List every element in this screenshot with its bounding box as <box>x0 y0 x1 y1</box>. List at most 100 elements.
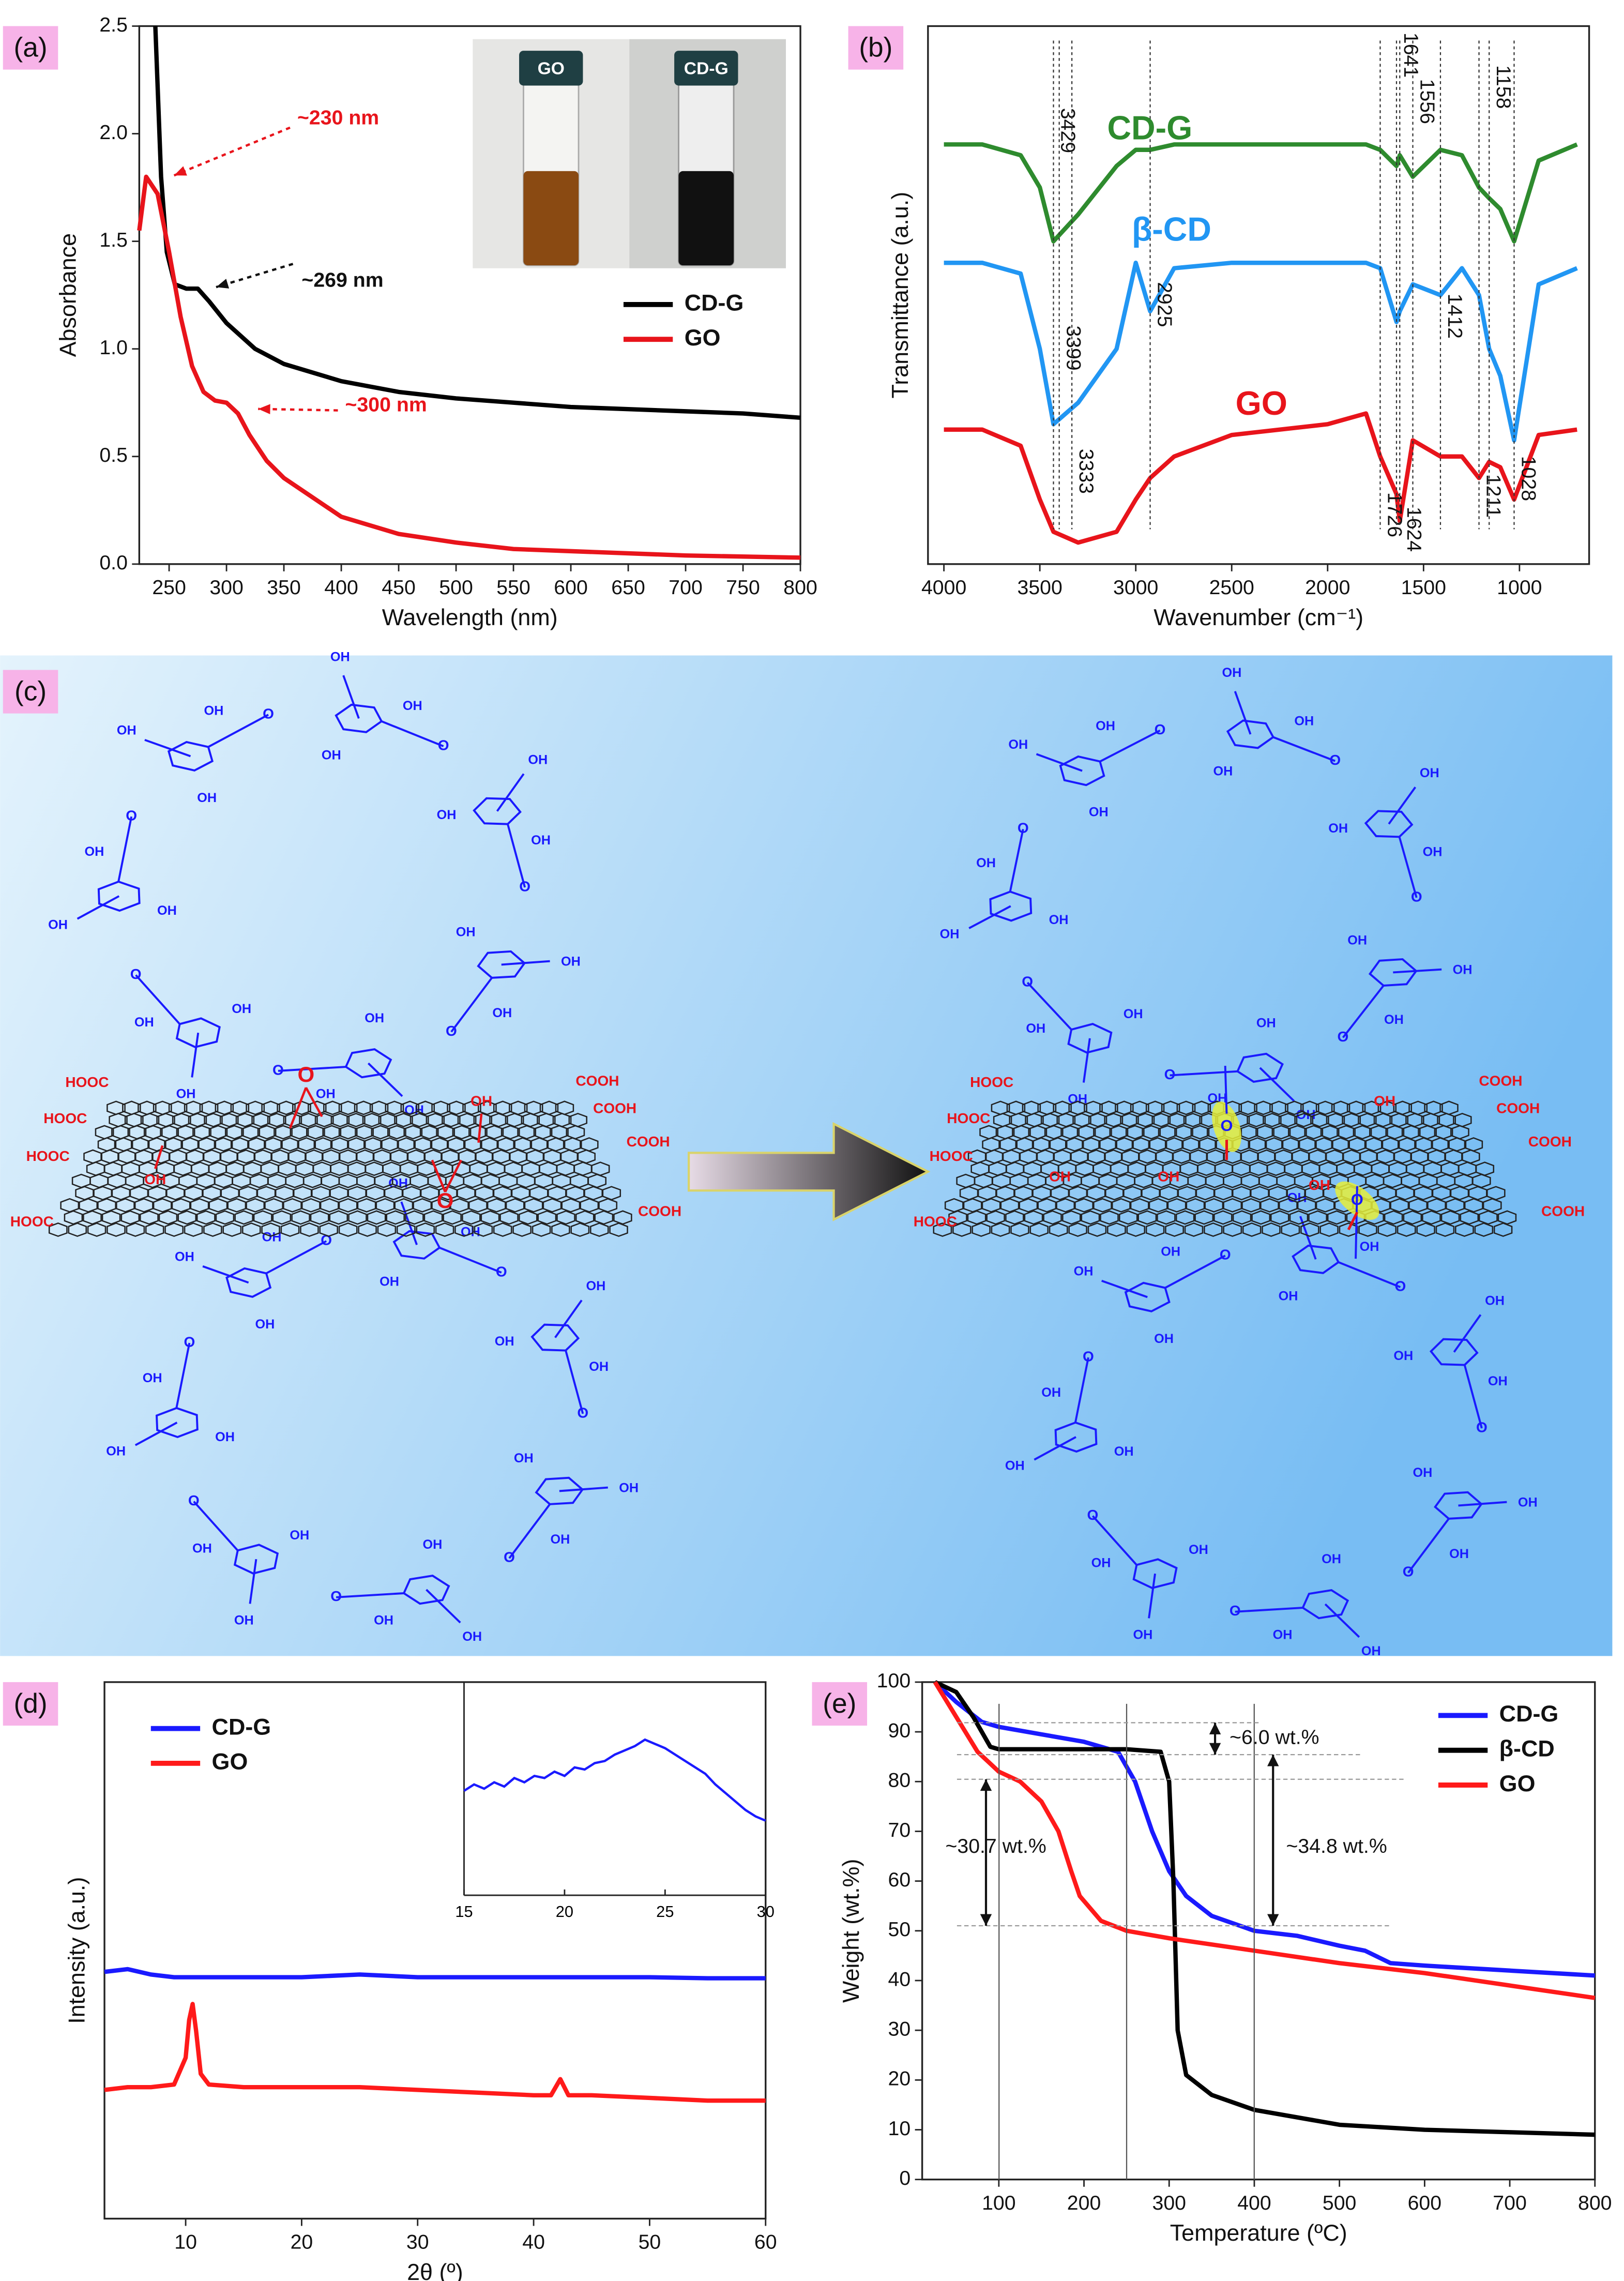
graphene-hexagon <box>215 1210 235 1225</box>
graphene-hexagon <box>1043 1210 1062 1225</box>
bond <box>501 960 550 966</box>
atom-label: OH <box>1154 1332 1174 1346</box>
bond <box>1463 1365 1483 1429</box>
atom-label: OH <box>1096 719 1115 733</box>
peak-label: 1412 <box>1444 294 1466 339</box>
graphene-hexagon <box>454 1222 474 1237</box>
graphene-hexagon <box>1279 1198 1298 1213</box>
glucose-unit <box>233 1544 279 1575</box>
atom-label: OH <box>1005 1459 1025 1473</box>
y-tick-label: 1.5 <box>99 229 128 251</box>
bond <box>1342 985 1385 1038</box>
x-tick-label: 750 <box>726 576 760 599</box>
atom-label: OH <box>561 954 581 969</box>
atom-label: O <box>1221 1116 1233 1135</box>
x-axis-label: 2θ (º) <box>407 2259 463 2281</box>
graphene-hexagon <box>450 1198 469 1213</box>
graphene-hexagon <box>1186 1198 1205 1213</box>
panel-label: (c) <box>14 676 47 706</box>
graphene-hexagon <box>443 1210 462 1225</box>
atom-label: OH <box>85 844 104 859</box>
graphene-hexagon <box>480 1210 500 1225</box>
atom-label: OH <box>1488 1374 1508 1388</box>
graphene-hexagon <box>400 1100 419 1115</box>
atom-label: OH <box>204 704 224 718</box>
glucose-unit <box>530 1323 580 1352</box>
atom-label: OH <box>365 1011 384 1025</box>
atom-label: OH <box>1360 1240 1379 1254</box>
atom-label: OH <box>1449 1547 1469 1561</box>
bond <box>342 675 360 719</box>
graphene-hexagon <box>1029 1222 1049 1237</box>
graphene-hexagon <box>1000 1198 1020 1213</box>
x-axis-label: Wavelength (nm) <box>382 604 558 630</box>
atom-label: OH <box>1374 1093 1395 1109</box>
annotation: ~230 nm <box>297 106 379 129</box>
bond <box>1148 1573 1156 1619</box>
atom-label: OH <box>106 1444 126 1459</box>
glucose-unit <box>1067 1022 1113 1054</box>
x-tick-label: 1500 <box>1401 576 1446 599</box>
graphene-hexagon <box>1289 1210 1309 1225</box>
atom-label: COOH <box>1528 1134 1572 1150</box>
atom-label: O <box>263 706 274 722</box>
graphene-hexagon <box>158 1210 178 1225</box>
bond <box>508 1503 551 1559</box>
series-label: CD-G <box>1107 109 1192 146</box>
atom-label: OH <box>976 856 996 870</box>
y-tick-label: 20 <box>888 2067 911 2090</box>
atom-label: O <box>1022 974 1033 990</box>
graphene-hexagon <box>1167 1198 1187 1213</box>
graphene-hexagon <box>542 1198 562 1213</box>
y-tick-label: 50 <box>888 1918 911 1941</box>
peak-label: 3429 <box>1056 108 1079 153</box>
bond <box>1338 1261 1401 1288</box>
graphene-hexagon <box>1130 1198 1149 1213</box>
y-axis-label: Absorbance <box>55 233 81 357</box>
bond <box>426 1589 461 1624</box>
atom-label: OH <box>316 1087 336 1101</box>
graphene-hexagon <box>1107 1222 1126 1237</box>
atom-label: OH <box>586 1279 605 1293</box>
x-tick-label: 30 <box>406 2230 429 2253</box>
atom-label: HOOC <box>970 1074 1013 1090</box>
bond <box>1272 736 1335 762</box>
bond <box>1259 1067 1295 1102</box>
atom-label: HOOC <box>930 1148 973 1164</box>
graphene-hexagon <box>227 1198 247 1213</box>
bracket-head <box>980 1914 992 1926</box>
atom-label: OH <box>1049 913 1069 927</box>
bond <box>1299 1216 1317 1260</box>
atom-label: OH <box>374 1613 393 1628</box>
bond <box>154 1145 164 1169</box>
graphene-hexagon <box>242 1222 261 1237</box>
graphene-hexagon <box>1100 1210 1119 1225</box>
bond <box>1347 1212 1359 1231</box>
graphene-hexagon <box>283 1198 302 1213</box>
graphene-hexagon <box>358 1222 377 1237</box>
x-tick-label: 50 <box>639 2230 661 2253</box>
graphene-hexagon <box>1281 1222 1300 1237</box>
graphene-hexagon <box>1204 1198 1224 1213</box>
graphene-hexagon <box>1213 1210 1233 1225</box>
panel-label-bg <box>3 26 58 70</box>
graphene-hexagon <box>215 1100 234 1115</box>
glucose-unit <box>477 950 526 979</box>
bond <box>1388 787 1417 825</box>
atom-label: OH <box>1026 1021 1045 1036</box>
atom-label: OH <box>437 808 457 822</box>
atom-label: OH <box>1074 1264 1094 1279</box>
annotation: ~300 nm <box>345 394 427 416</box>
glucose-unit <box>1429 1338 1479 1366</box>
graphene-hexagon <box>329 1210 348 1225</box>
graphene-hexagon <box>537 1210 557 1225</box>
graphene-hexagon <box>575 1210 595 1225</box>
y-tick-label: 40 <box>888 1968 911 1990</box>
graphene-hexagon <box>1068 1222 1087 1237</box>
bond <box>1091 1515 1137 1566</box>
x-tick-label: 200 <box>1067 2192 1101 2214</box>
peak-label: 2925 <box>1153 282 1176 327</box>
graphene-hexagon <box>230 1100 250 1115</box>
graphene-hexagon <box>405 1210 424 1225</box>
graphene-hexagon <box>101 1210 121 1225</box>
